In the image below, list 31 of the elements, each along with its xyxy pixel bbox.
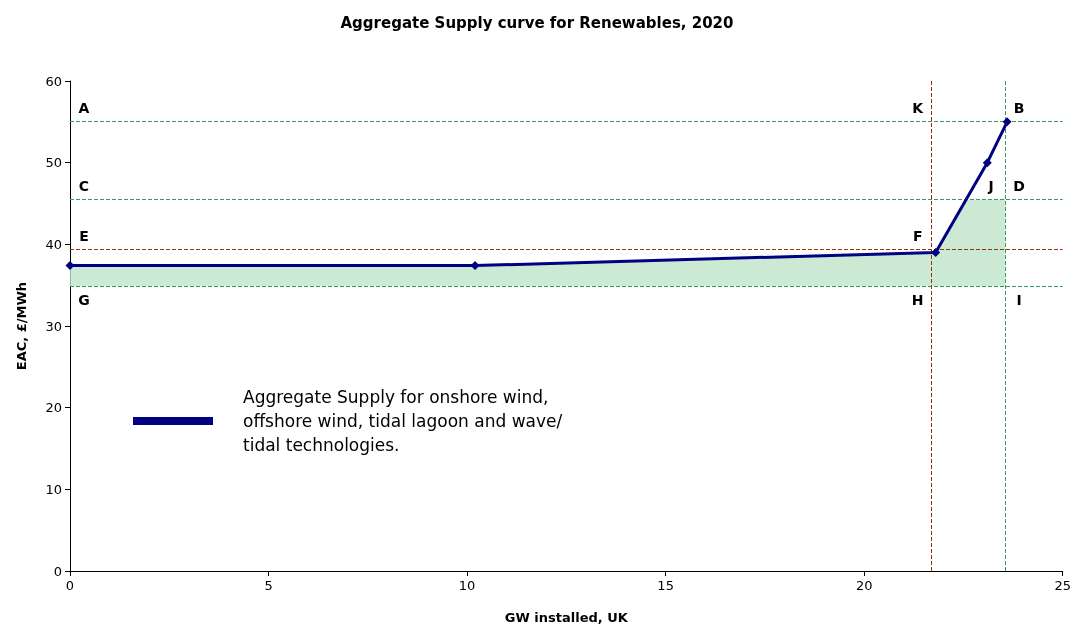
annotation: H: [911, 291, 924, 308]
annotation: J: [987, 178, 994, 195]
y-axis-title: EAC, £/MWh: [14, 281, 29, 371]
y-tick-label: 30: [45, 318, 62, 334]
point: [931, 248, 941, 257]
y-tick-label: 60: [45, 73, 62, 89]
x-tick-label: 20: [855, 578, 873, 593]
y-tick-label: 10: [45, 481, 62, 497]
y-tick-label: 40: [45, 236, 62, 252]
annotation: D: [1013, 178, 1025, 195]
annotation: C: [78, 178, 90, 195]
y-tick-label: 50: [45, 155, 62, 171]
annotation: F: [912, 228, 923, 245]
annotation: I: [1016, 291, 1022, 308]
x-tick-label: 25: [1054, 578, 1071, 593]
annotation: G: [78, 291, 90, 308]
x-tick-label: 5: [264, 578, 273, 593]
annotation: E: [79, 228, 89, 245]
x-tick-label: 10: [458, 578, 476, 593]
annotation: A: [78, 100, 90, 117]
y-tick-label: 20: [45, 400, 62, 416]
annotation: K: [912, 100, 925, 117]
x-axis-title: GW installed, UK: [504, 610, 629, 625]
annotation: B: [1013, 100, 1025, 117]
point: [982, 158, 992, 168]
point: [1002, 117, 1012, 127]
x-tick-label: 15: [657, 578, 674, 593]
y-tick-label: 0: [53, 563, 62, 579]
legend-label: Aggregate Supply for onshore wind, offshore wind, tidal lagoon and wave/tidal technologies.: [243, 387, 563, 455]
x-tick-label: 0: [65, 578, 75, 593]
chart-title: Aggregate Supply curve for Renewables, 2020: [340, 13, 734, 32]
